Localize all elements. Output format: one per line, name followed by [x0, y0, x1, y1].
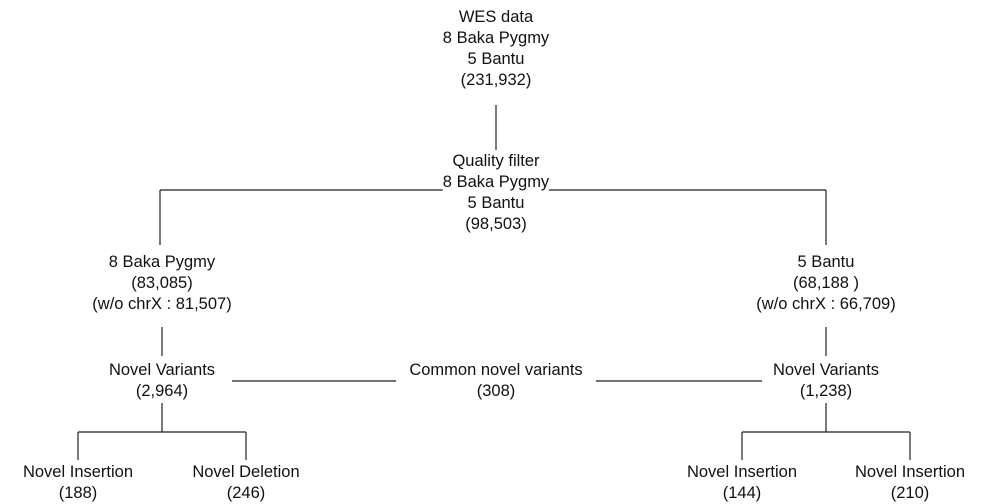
node-wes-data: WES data 8 Baka Pygmy 5 Bantu (231,932) — [442, 7, 550, 91]
node-wes-data-line2: 8 Baka Pygmy — [442, 29, 550, 47]
node-baka-novel-insertion: Novel Insertion (188) — [22, 462, 134, 504]
node-wes-data-count: (231,932) — [460, 71, 532, 89]
node-baka-novel-deletion-title: Novel Deletion — [192, 463, 300, 481]
node-wes-data-line3: 5 Bantu — [467, 50, 525, 68]
node-baka-pygmy: 8 Baka Pygmy (83,085) (w/o chrX : 81,507… — [92, 252, 232, 315]
node-bantu-novel-variants: Novel Variants (1,238) — [772, 360, 880, 402]
node-bantu-novel-insertion-2-title: Novel Insertion — [854, 463, 966, 481]
node-bantu-novel-insertion-title: Novel Insertion — [686, 463, 798, 481]
node-quality-filter-line3: 5 Bantu — [467, 194, 525, 212]
node-bantu: 5 Bantu (68,188 ) (w/o chrX : 66,709) — [756, 252, 896, 315]
node-baka-novel-insertion-count: (188) — [58, 484, 98, 502]
node-baka-novel-insertion-title: Novel Insertion — [22, 463, 134, 481]
node-bantu-count: (68,188 ) — [792, 274, 860, 292]
node-quality-filter-line2: 8 Baka Pygmy — [442, 173, 550, 191]
node-bantu-title: 5 Bantu — [797, 253, 855, 271]
node-quality-filter: Quality filter 8 Baka Pygmy 5 Bantu (98,… — [442, 151, 550, 235]
node-quality-filter-count: (98,503) — [465, 215, 527, 233]
node-quality-filter-title: Quality filter — [452, 152, 540, 170]
node-bantu-novel-variants-count: (1,238) — [799, 382, 853, 400]
node-baka-novel-variants-count: (2,964) — [135, 382, 189, 400]
node-wes-data-title: WES data — [458, 8, 534, 26]
node-bantu-novel-insertion: Novel Insertion (144) — [686, 462, 798, 504]
node-baka-novel-variants-title: Novel Variants — [108, 361, 216, 379]
node-common-novel-variants: Common novel variants (308) — [409, 360, 583, 402]
node-bantu-novel-insertion-count: (144) — [722, 484, 762, 502]
node-baka-novel-variants: Novel Variants (2,964) — [108, 360, 216, 402]
node-bantu-novel-variants-title: Novel Variants — [772, 361, 880, 379]
node-common-novel-variants-count: (308) — [476, 382, 516, 400]
node-bantu-novel-insertion-2: Novel Insertion (210) — [854, 462, 966, 504]
node-baka-novel-deletion-count: (246) — [226, 484, 266, 502]
node-baka-pygmy-title: 8 Baka Pygmy — [108, 253, 216, 271]
node-common-novel-variants-title: Common novel variants — [409, 361, 583, 379]
node-baka-pygmy-count: (83,085) — [131, 274, 193, 292]
node-bantu-novel-insertion-2-count: (210) — [890, 484, 930, 502]
node-baka-novel-deletion: Novel Deletion (246) — [192, 462, 300, 504]
node-bantu-chrx: (w/o chrX : 66,709) — [756, 295, 896, 313]
node-baka-pygmy-chrx: (w/o chrX : 81,507) — [92, 295, 232, 313]
